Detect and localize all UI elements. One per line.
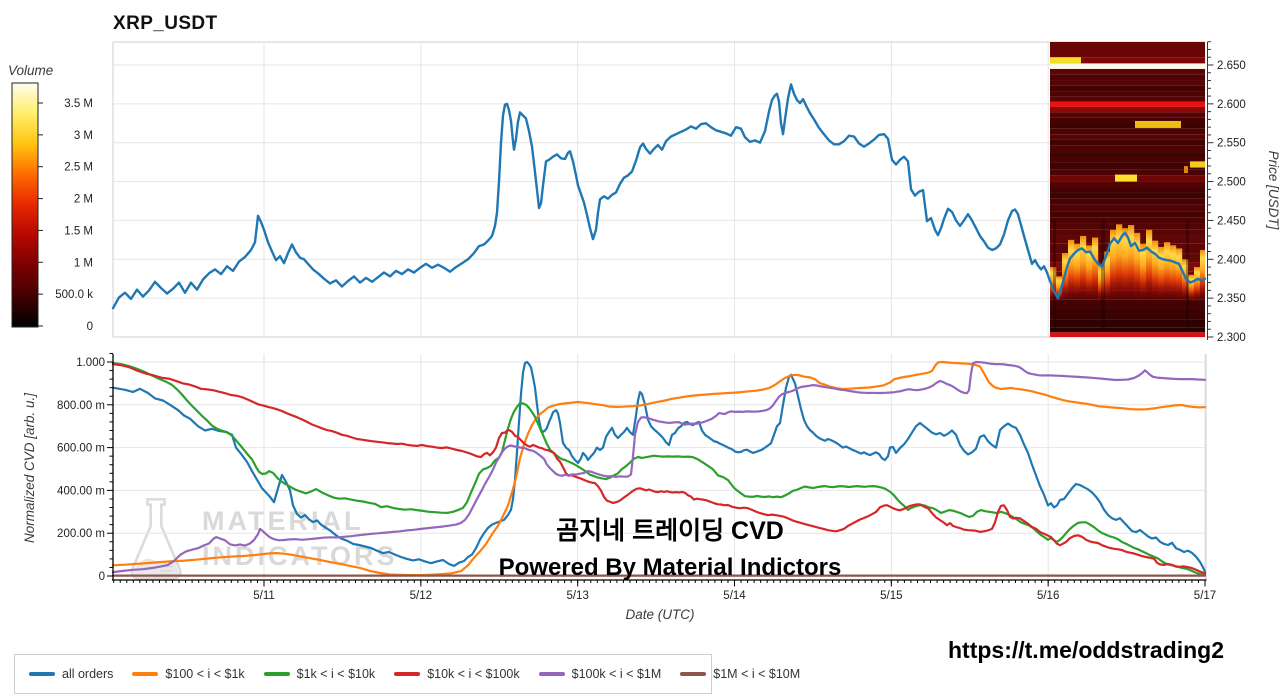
svg-text:5/15: 5/15 [880, 590, 902, 602]
svg-text:5/11: 5/11 [253, 590, 275, 602]
legend-item: all orders [29, 667, 113, 681]
telegram-link: https://t.me/oddstrading2 [948, 637, 1224, 663]
legend-swatch [680, 672, 707, 676]
legend: all orders $100 < i < $1k $1k < i < $10k $1… [14, 654, 800, 694]
legend-swatch [538, 672, 565, 676]
svg-text:2.600: 2.600 [1217, 99, 1246, 111]
volume-colorbar: 3.5 M 3 M 2.5 M 2 M 1.5 M 1 M 500.0 k 0 [11, 82, 93, 333]
legend-swatch [132, 672, 159, 676]
svg-text:2 M: 2 M [74, 194, 93, 206]
legend-label: $1M < i < $10M [713, 667, 801, 681]
legend-item: $10k < i < $100k [394, 667, 520, 681]
watermark-line1: MATERIAL [202, 506, 364, 536]
chart-overlay-caption: 곰지네 트레이딩 CVD Powered By Material Indicto… [390, 511, 950, 582]
price-axis-title: Price [USDT] [1266, 151, 1280, 231]
legend-item: $1M < i < $10M [680, 667, 800, 681]
legend-swatch [29, 672, 55, 676]
svg-text:3.5 M: 3.5 M [64, 98, 93, 110]
svg-text:1 M: 1 M [74, 257, 93, 269]
svg-text:500.0 k: 500.0 k [55, 289, 93, 301]
caption-korean: 곰지네 트레이딩 CVD [556, 517, 784, 545]
cvd-axis-title: Normalized CVD [arb. u.] [22, 392, 37, 543]
cvd-line--100k-i-1m [111, 360, 1207, 574]
svg-text:0: 0 [99, 571, 105, 583]
cvd-line--10k-i-100k [111, 363, 1207, 575]
page-title: XRP_USDT [113, 13, 218, 34]
cvd-series [111, 360, 1207, 577]
legend-label: $10k < i < $100k [427, 667, 520, 681]
legend-label: $1k < i < $10k [296, 667, 376, 681]
svg-text:5/16: 5/16 [1037, 590, 1059, 602]
volume-axis-title: Volume [8, 63, 53, 78]
svg-text:1.000: 1.000 [76, 357, 105, 369]
svg-text:3 M: 3 M [74, 130, 93, 142]
legend-swatch [394, 672, 421, 676]
cvd-line-all-orders [111, 360, 1207, 573]
date-axis-title: Date (UTC) [625, 607, 694, 622]
legend-item: $1k < i < $10k [263, 667, 376, 681]
svg-text:400.00 m: 400.00 m [57, 485, 105, 497]
price-chart-grid [112, 41, 1206, 338]
svg-text:2.550: 2.550 [1217, 138, 1246, 150]
legend-swatch [263, 672, 290, 676]
svg-text:600.00 m: 600.00 m [57, 443, 105, 455]
svg-text:5/17: 5/17 [1194, 590, 1216, 602]
legend-item: $100k < i < $1M [538, 667, 662, 681]
cvd-line--1k-i-10k [111, 362, 1207, 576]
price-line [111, 83, 1207, 310]
legend-label: $100 < i < $1k [165, 667, 245, 681]
svg-text:2.450: 2.450 [1217, 215, 1246, 227]
svg-text:2.5 M: 2.5 M [64, 162, 93, 174]
svg-text:800.00 m: 800.00 m [57, 400, 105, 412]
svg-text:2.350: 2.350 [1217, 293, 1246, 305]
price-axis: 2.650 2.600 2.550 2.500 2.450 2.400 2.350 2.300 [1207, 41, 1246, 344]
svg-text:5/14: 5/14 [723, 590, 746, 602]
legend-label: $100k < i < $1M [571, 667, 662, 681]
svg-text:200.00 m: 200.00 m [57, 528, 105, 540]
svg-text:0: 0 [87, 321, 93, 333]
cvd-axes: 1.000 800.00 m 600.00 m 400.00 m 200.00 m 0 5/… [57, 352, 1216, 602]
svg-text:2.500: 2.500 [1217, 177, 1246, 189]
svg-text:2.650: 2.650 [1217, 60, 1246, 72]
svg-text:5/12: 5/12 [410, 590, 432, 602]
legend-item: $100 < i < $1k [132, 667, 245, 681]
volume-heatmap [1050, 42, 1205, 337]
svg-text:2.400: 2.400 [1217, 254, 1246, 266]
svg-text:2.300: 2.300 [1217, 332, 1246, 344]
svg-text:5/13: 5/13 [566, 590, 588, 602]
legend-label: all orders [62, 667, 114, 681]
caption-powered-by: Powered By Material Indictors [498, 554, 842, 581]
svg-text:1.5 M: 1.5 M [64, 225, 93, 237]
